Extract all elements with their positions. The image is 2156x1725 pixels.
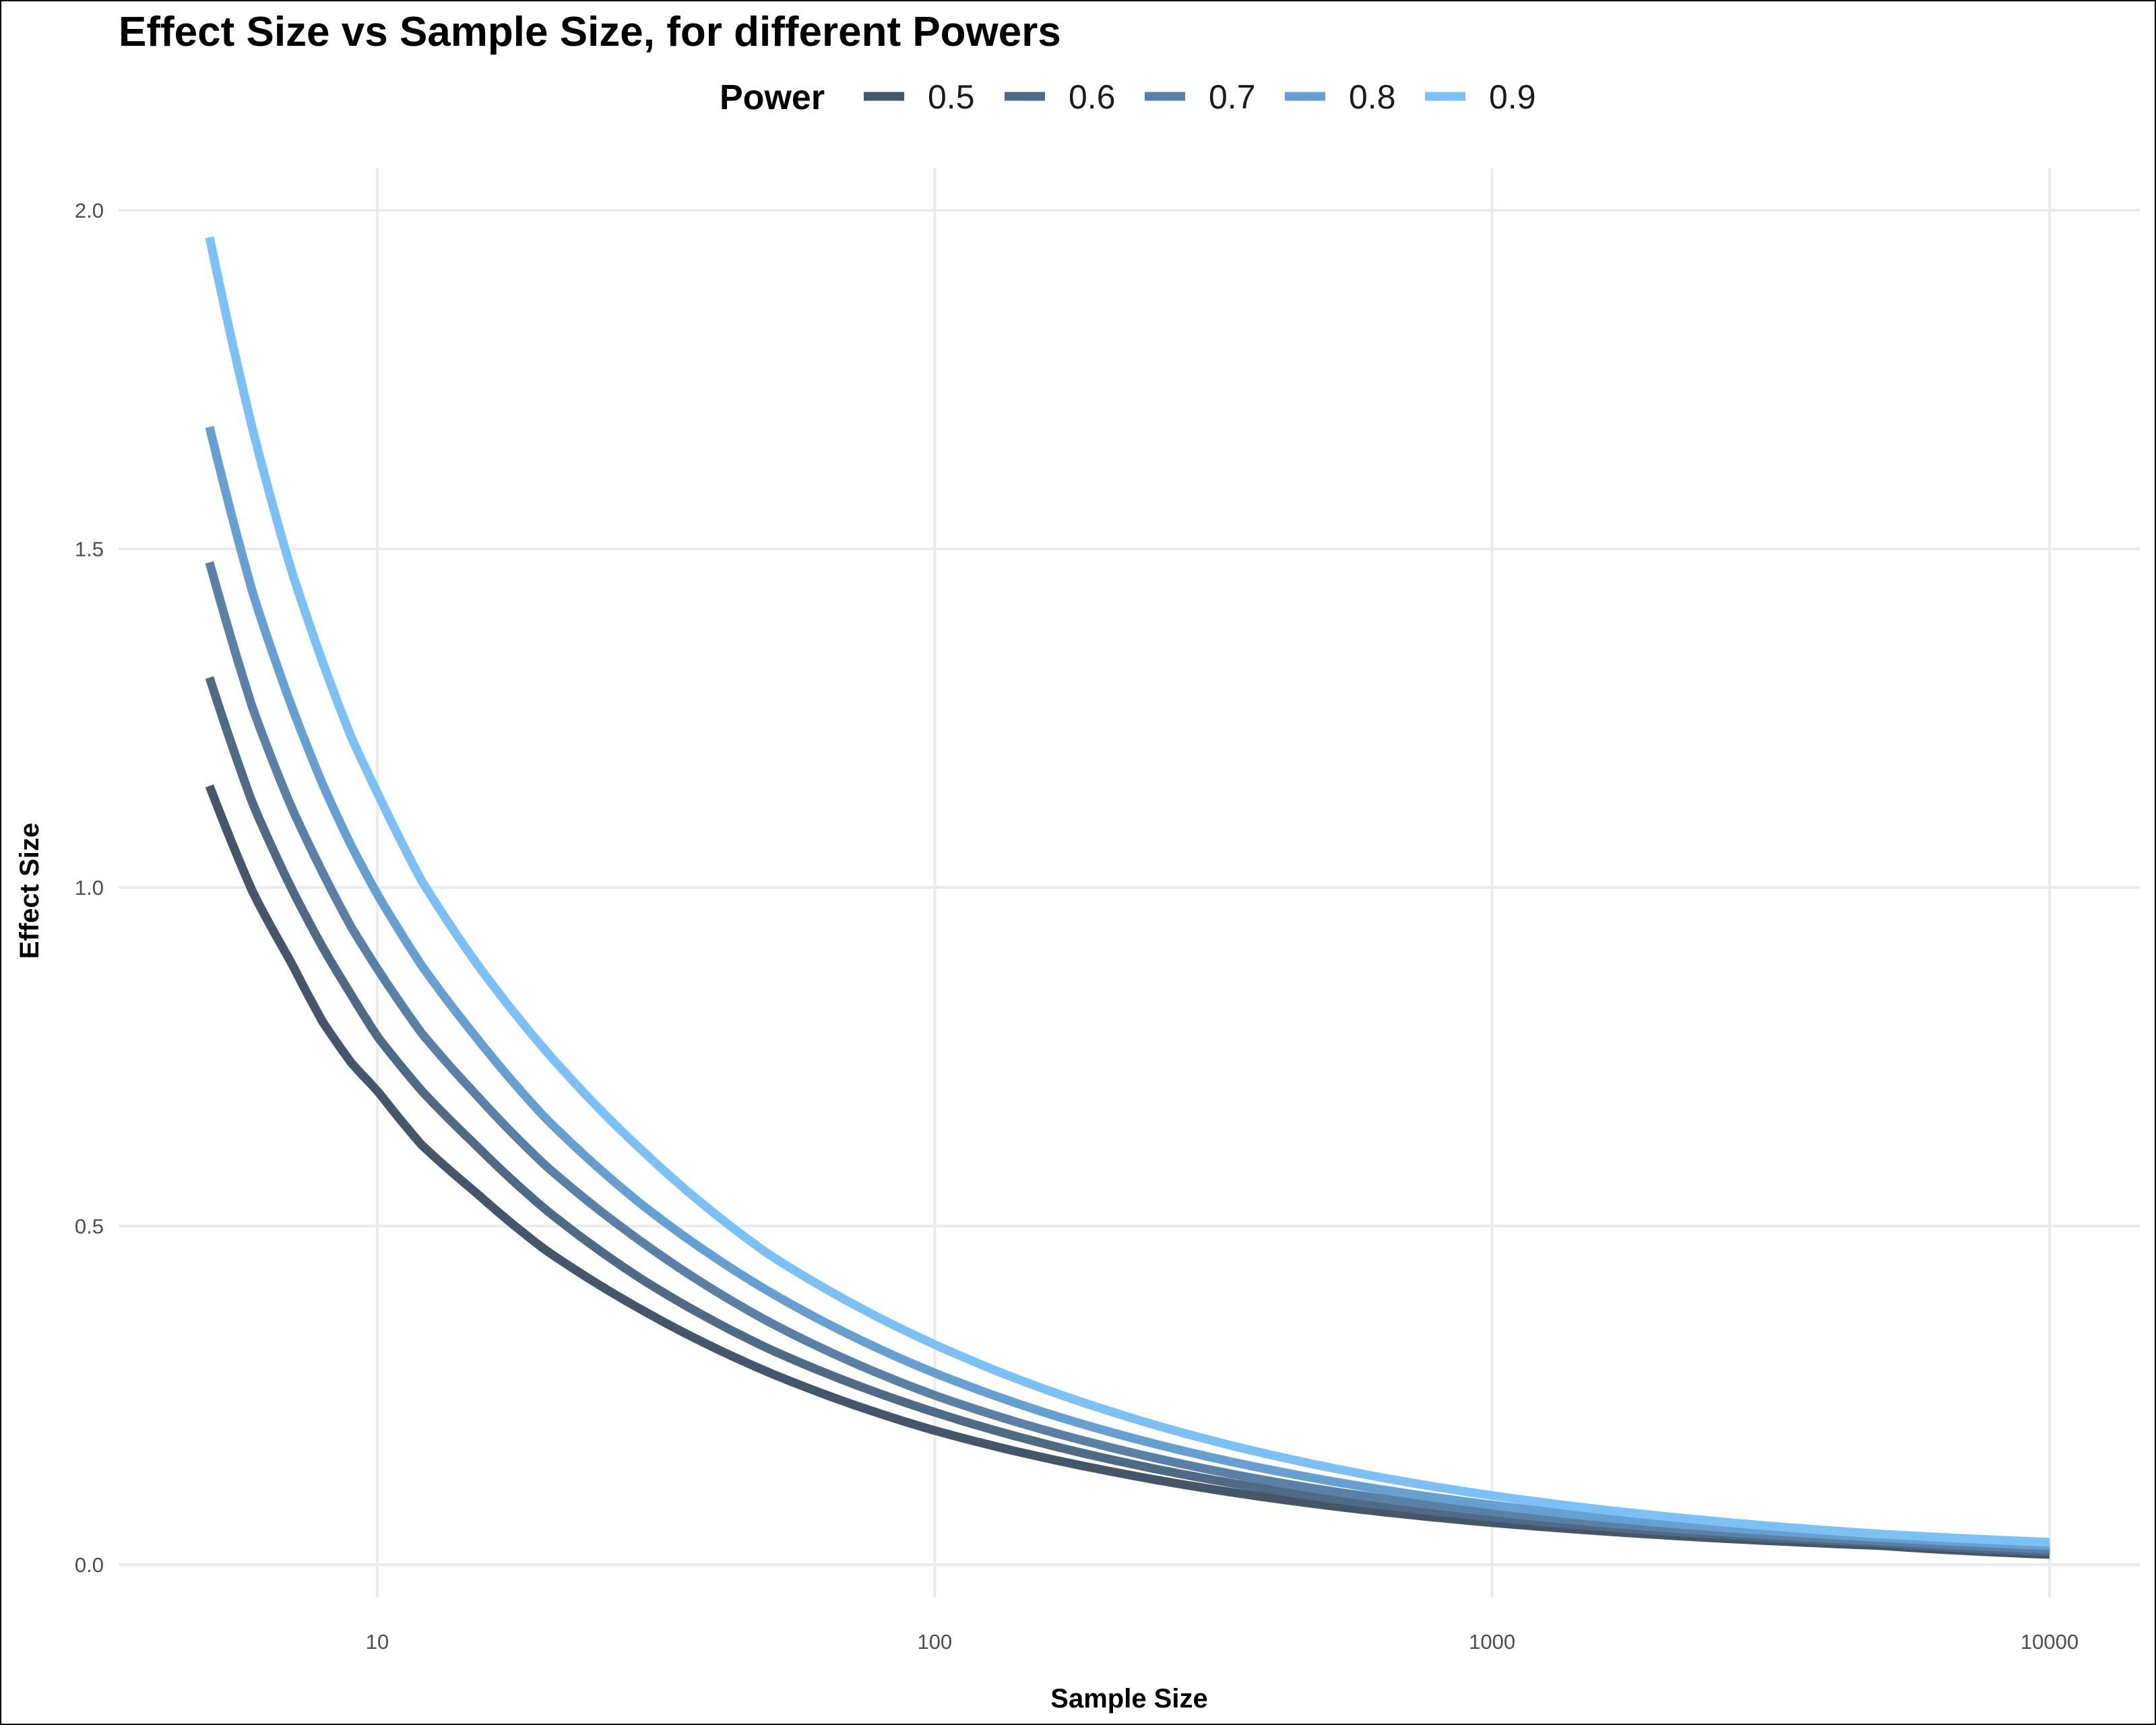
y-tick-label: 1.5: [75, 538, 104, 561]
chart-title: Effect Size vs Sample Size, for differen…: [119, 9, 1061, 55]
x-tick-label: 10000: [2021, 1630, 2079, 1654]
x-axis-title: Sample Size: [1050, 1684, 1207, 1714]
legend-label: 0.8: [1349, 78, 1396, 116]
legend-title: Power: [720, 78, 825, 117]
y-axis: 0.0 0.5 1.0 1.5 2.0: [75, 199, 104, 1577]
y-tick-label: 0.0: [75, 1553, 104, 1577]
series-line-0-8: [205, 426, 2050, 1550]
grid: [119, 168, 2140, 1597]
x-tick-label: 1000: [1469, 1630, 1515, 1654]
legend-label: 0.9: [1489, 78, 1536, 116]
legend-label: 0.5: [928, 78, 975, 116]
y-tick-label: 2.0: [75, 199, 104, 222]
series-group: [205, 236, 2050, 1559]
legend: Power 0.5 0.6 0.7 0.8 0.9: [720, 78, 1536, 117]
series-line-0-9: [205, 236, 2050, 1547]
legend-label: 0.7: [1209, 78, 1256, 116]
y-tick-label: 1.0: [75, 876, 104, 900]
y-axis-title: Effect Size: [15, 823, 44, 959]
x-tick-label: 10: [366, 1630, 389, 1654]
x-tick-label: 100: [917, 1630, 952, 1654]
y-tick-label: 0.5: [75, 1215, 104, 1238]
x-axis: 10 100 1000 10000: [366, 1630, 2079, 1654]
legend-label: 0.6: [1069, 78, 1116, 116]
